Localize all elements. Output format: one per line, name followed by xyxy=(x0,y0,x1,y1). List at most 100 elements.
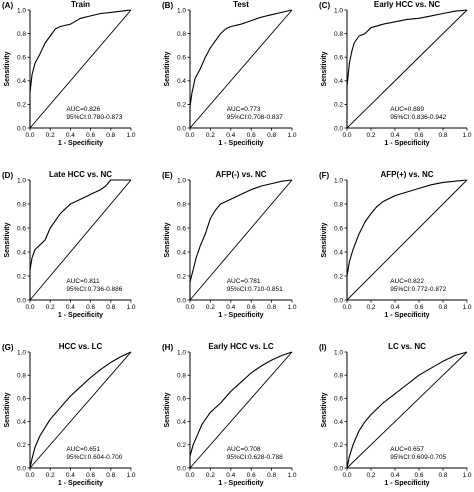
y-tick-label: 0.2 xyxy=(177,102,186,109)
y-tick-label: 0.2 xyxy=(177,442,186,449)
y-tick-label: 0.6 xyxy=(17,396,26,403)
roc-panel: (F) AFP(+) vs. NC 0.0 0.2 0.4 0.6 0.8 1.0 0.0 0.2… xyxy=(319,170,472,319)
y-tick-label: 0.8 xyxy=(177,31,186,38)
x-tick-label: 0.0 xyxy=(342,132,351,139)
panel-letter: (A) xyxy=(2,1,13,10)
x-tick-label: 0.0 xyxy=(185,472,194,479)
y-tick-label: 1.0 xyxy=(334,7,343,14)
y-tick-label: 0.0 xyxy=(17,465,26,472)
x-tick-label: 0.2 xyxy=(46,304,55,311)
y-axis-title: Sensitivity xyxy=(4,222,11,257)
x-tick-label: 0.4 xyxy=(390,132,399,139)
y-tick-label: 0.2 xyxy=(177,273,186,280)
roc-panel: (C) Early HCC vs. NC 0.0 0.2 0.4 0.6 0.8 1.0 0.0… xyxy=(319,0,472,147)
x-tick-label: 0.6 xyxy=(247,304,256,311)
x-tick-label: 0.2 xyxy=(206,132,215,139)
y-tick-label: 0.4 xyxy=(177,419,186,426)
x-tick-label: 0.4 xyxy=(390,472,399,479)
roc-curve xyxy=(189,9,293,128)
x-tick-label: 0.0 xyxy=(25,132,34,139)
y-tick-label: 0.6 xyxy=(334,225,343,232)
reference-diagonal xyxy=(346,9,468,129)
y-tick-label: 0.8 xyxy=(334,373,343,380)
x-tick-label: 0.6 xyxy=(86,132,95,139)
panel-letter: (F) xyxy=(319,171,330,180)
y-tick-label: 0.0 xyxy=(334,125,343,132)
y-tick-label: 1.0 xyxy=(334,177,343,184)
roc-panel: (G) HCC vs. LC 0.0 0.2 0.4 0.6 0.8 1.0 0.0 0.2 0.4… xyxy=(2,342,136,487)
y-tick-label: 0.6 xyxy=(17,55,26,62)
x-tick-label: 0.2 xyxy=(46,472,55,479)
roc-curve xyxy=(346,9,468,128)
x-tick-label: 0.4 xyxy=(390,304,399,311)
panel-letter: (E) xyxy=(162,171,173,180)
x-tick-label: 1.0 xyxy=(287,132,296,139)
y-axis-title: Sensitivity xyxy=(4,392,11,427)
x-tick-label: 0.0 xyxy=(25,304,34,311)
y-tick-label: 0.8 xyxy=(17,373,26,380)
x-tick-label: 0.4 xyxy=(66,304,75,311)
roc-curve xyxy=(346,179,468,300)
x-tick-label: 0.6 xyxy=(414,304,423,311)
roc-curve xyxy=(29,179,131,300)
ci-label: 95%CI:0.628-0.788 xyxy=(227,454,283,461)
panel-title: LC vs. NC xyxy=(388,342,426,351)
y-tick-label: 1.0 xyxy=(17,349,26,356)
x-tick-label: 0.8 xyxy=(267,472,276,479)
panel-title: Early HCC vs. LC xyxy=(208,342,274,351)
x-axis-title: 1 - Specificity xyxy=(384,480,429,487)
x-tick-label: 0.6 xyxy=(247,132,256,139)
reference-diagonal xyxy=(189,351,293,469)
roc-panel: (E) AFP(-) vs. NC 0.0 0.2 0.4 0.6 0.8 1.0 0.0 0.2… xyxy=(162,170,297,319)
x-tick-label: 0.8 xyxy=(106,472,115,479)
x-tick-label: 0.4 xyxy=(226,304,235,311)
reference-diagonal xyxy=(29,9,132,129)
roc-curve xyxy=(29,351,132,469)
y-tick-label: 0.0 xyxy=(334,297,343,304)
ci-label: 95%CI:0.708-0.837 xyxy=(227,114,283,121)
x-tick-label: 0.2 xyxy=(366,304,375,311)
x-tick-label: 0.8 xyxy=(438,472,447,479)
x-tick-label: 0.2 xyxy=(206,304,215,311)
auc-label: AUC=0.651 xyxy=(66,446,100,453)
reference-diagonal xyxy=(29,351,132,469)
auc-label: AUC=0.708 xyxy=(227,446,261,453)
ci-label: 95%CI:0.836-0.942 xyxy=(390,114,446,121)
x-axis-title: 1 - Specificity xyxy=(218,312,263,319)
y-tick-label: 0.0 xyxy=(177,465,186,472)
y-tick-label: 0.2 xyxy=(17,273,26,280)
x-tick-label: 0.6 xyxy=(247,472,256,479)
x-tick-label: 1.0 xyxy=(126,132,135,139)
y-tick-label: 0.4 xyxy=(17,78,26,85)
x-tick-label: 0.8 xyxy=(106,304,115,311)
panel-letter: (C) xyxy=(319,1,330,10)
roc-panel: (I) LC vs. NC 0.0 0.2 0.4 0.6 0.8 1.0 0.0 0.2 0.4 0… xyxy=(319,342,472,487)
y-tick-label: 0.6 xyxy=(177,225,186,232)
y-axis-title: Sensitivity xyxy=(321,392,328,427)
y-tick-label: 0.6 xyxy=(334,55,343,62)
y-tick-label: 0.6 xyxy=(177,55,186,62)
y-tick-label: 0.8 xyxy=(334,201,343,208)
y-tick-label: 1.0 xyxy=(334,349,343,356)
y-tick-label: 0.2 xyxy=(334,442,343,449)
x-axis-title: 1 - Specificity xyxy=(218,140,263,147)
y-tick-label: 0.0 xyxy=(17,125,26,132)
roc-curve xyxy=(189,351,293,468)
y-tick-label: 0.6 xyxy=(334,396,343,403)
auc-label: AUC=0.822 xyxy=(390,278,424,285)
auc-label: AUC=0.811 xyxy=(66,278,100,285)
reference-diagonal xyxy=(189,179,293,301)
x-tick-label: 1.0 xyxy=(126,472,135,479)
y-tick-label: 0.2 xyxy=(17,102,26,109)
y-tick-label: 1.0 xyxy=(177,7,186,14)
panel-letter: (D) xyxy=(2,171,13,180)
x-tick-label: 0.0 xyxy=(185,304,194,311)
panel-letter: (H) xyxy=(162,343,173,352)
x-tick-label: 1.0 xyxy=(462,472,471,479)
roc-curve xyxy=(29,9,132,128)
y-axis-title: Sensitivity xyxy=(164,222,171,257)
y-axis-title: Sensitivity xyxy=(4,51,11,86)
panel-title: Early HCC vs. NC xyxy=(374,0,440,9)
panel-letter: (B) xyxy=(162,1,173,10)
x-tick-label: 0.8 xyxy=(438,132,447,139)
